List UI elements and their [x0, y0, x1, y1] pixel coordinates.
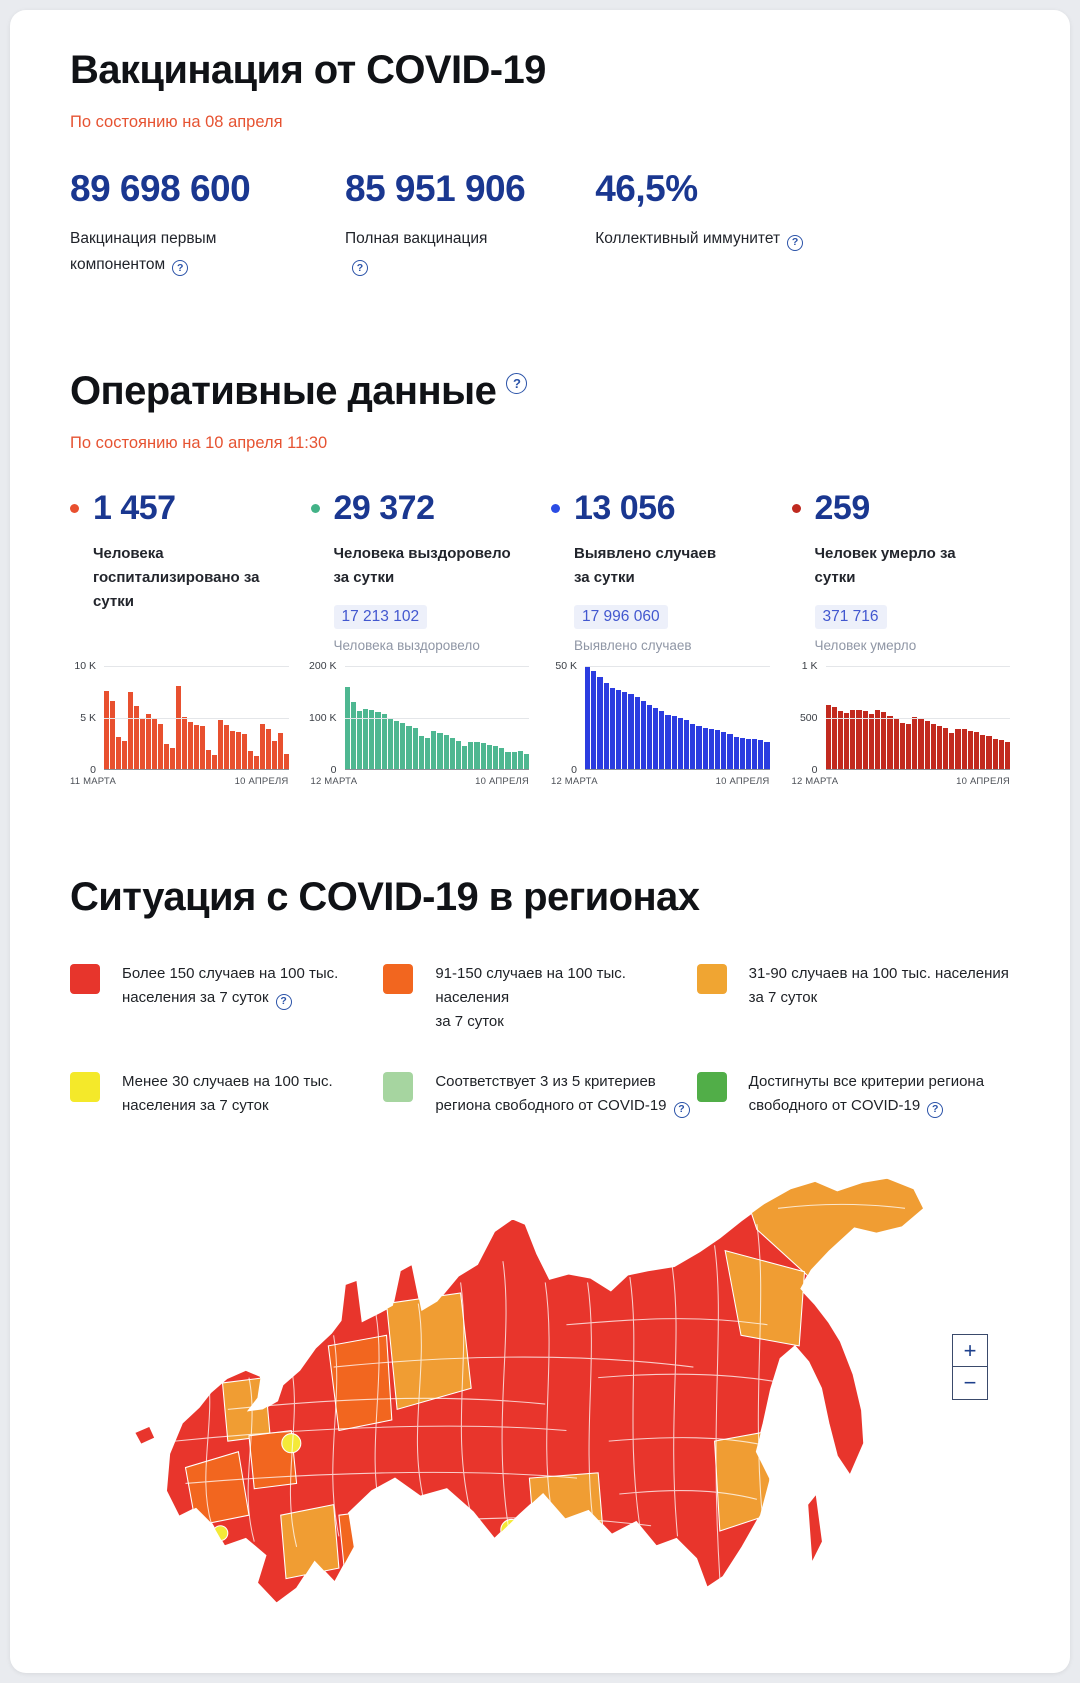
- daily-value: 29 372: [333, 489, 436, 528]
- map-zoom-in-button[interactable]: +: [952, 1334, 988, 1368]
- legend-item-91-150: 91-150 случаев на 100 тыс. населения за …: [383, 962, 696, 1034]
- stat-first-component: 89 698 600 Вакцинация первым компонентом…: [70, 168, 275, 277]
- dashboard-card: Вакцинация от COVID-19 По состоянию на 0…: [10, 10, 1070, 1674]
- chart-bars: [825, 666, 1011, 770]
- chart-plot: [825, 666, 1011, 771]
- bullet-dot: [551, 504, 560, 514]
- chart-plot: [104, 666, 289, 771]
- stat-full-vaccination: 85 951 906 Полная вакцинация?: [345, 168, 526, 277]
- chart-y-axis: 1 K 500 0: [799, 660, 818, 777]
- vaccination-title: Вакцинация от COVID-19: [70, 48, 546, 92]
- help-icon[interactable]: ?: [673, 1101, 690, 1118]
- legend-swatch: [70, 964, 100, 995]
- help-icon[interactable]: ?: [927, 1101, 944, 1118]
- daily-label: Выявлено случаев за сутки: [574, 545, 717, 587]
- daily-value: 1 457: [93, 489, 176, 528]
- map-region-kaliningrad[interactable]: [133, 1425, 156, 1446]
- chart-bars: [344, 666, 530, 770]
- chart-plot: [585, 666, 770, 771]
- operational-title: Оперативные данные?: [70, 369, 1010, 414]
- total-badge: 17 996 060: [574, 605, 668, 630]
- chart-x-axis: 12 МАРТА 10 АПРЕЛЯ: [791, 776, 1010, 788]
- stat-value: 46,5%: [595, 168, 698, 209]
- vaccination-stats: 89 698 600 Вакцинация первым компонентом…: [70, 168, 1010, 277]
- daily-label: Человека госпитализировано за сутки: [93, 545, 260, 611]
- chart-x-axis: 11 МАРТА 10 АПРЕЛЯ: [70, 776, 289, 788]
- help-icon[interactable]: ?: [172, 260, 189, 277]
- total-badge: 17 213 102: [333, 605, 428, 630]
- regions-legend: Более 150 случаев на 100 тыс. населения …: [70, 962, 1010, 1118]
- help-icon[interactable]: ?: [506, 373, 528, 395]
- legend-swatch: [696, 1072, 727, 1103]
- legend-swatch: [383, 1072, 414, 1103]
- chart-plot: [344, 666, 530, 771]
- total-label: Выявлено случаев: [574, 638, 692, 654]
- total-label: Человек умерло: [814, 638, 917, 654]
- legend-swatch: [70, 1072, 100, 1103]
- stat-value: 89 698 600: [70, 168, 251, 209]
- map-zoom-controls: + −: [952, 1334, 988, 1401]
- legend-swatch: [696, 964, 727, 995]
- vaccination-as-of-date: По состоянию на 08 апреля: [70, 113, 283, 131]
- vaccination-section: Вакцинация от COVID-19 По состоянию на 0…: [70, 48, 1010, 277]
- stat-label: Вакцинация первым компонентом?: [70, 226, 275, 277]
- chart-x-axis: 12 МАРТА 10 АПРЕЛЯ: [551, 776, 770, 788]
- legend-item-over-150: Более 150 случаев на 100 тыс. населения …: [70, 962, 383, 1034]
- chart-x-axis: 12 МАРТА 10 АПРЕЛЯ: [310, 776, 529, 788]
- map-zoom-out-button[interactable]: −: [952, 1367, 988, 1401]
- legend-swatch: [383, 964, 414, 995]
- operational-as-of-date: По состоянию на 10 апреля 11:30: [70, 434, 328, 453]
- stat-value: 85 951 906: [345, 168, 526, 209]
- daily-value: 259: [814, 489, 871, 528]
- daily-label: Человек умерло за сутки: [814, 545, 956, 587]
- bullet-dot: [791, 504, 801, 514]
- legend-item-3-of-5-criteria: Соответствует 3 из 5 критериев региона с…: [383, 1070, 696, 1118]
- mini-bar-chart-deaths: 1 K 500 0 12 МАРТА 10 АПРЕЛЯ: [791, 660, 1011, 788]
- russia-map-svg[interactable]: [122, 1166, 958, 1621]
- total-badge: 371 716: [814, 605, 887, 630]
- stat-label: Коллективный иммунитет?: [595, 226, 804, 252]
- legend-item-31-90: 31-90 случаев на 100 тыс. населения за 7…: [696, 962, 1010, 1034]
- chart-bars: [585, 666, 770, 770]
- legend-item-all-criteria: Достигнуты все критерии региона свободно…: [696, 1070, 1010, 1118]
- help-icon[interactable]: ?: [352, 260, 368, 277]
- operational-cards: 1 457 Человека госпитализировано за сутк…: [70, 489, 1011, 788]
- card-detected: 13 056 Выявлено случаев за сутки 17 996 …: [551, 489, 770, 787]
- total-label: Человека выздоровело: [333, 638, 480, 654]
- map-region-sakhalin[interactable]: [807, 1492, 824, 1565]
- chart-bars: [104, 666, 289, 770]
- regions-section: Ситуация с COVID-19 в регионах Более 150…: [70, 875, 1010, 1621]
- operational-section: Оперативные данные? По состоянию на 10 а…: [70, 369, 1011, 788]
- stat-label: Полная вакцинация?: [345, 226, 490, 277]
- stat-collective-immunity: 46,5% Коллективный иммунитет?: [595, 168, 804, 277]
- card-hospitalized: 1 457 Человека госпитализировано за сутк…: [70, 489, 289, 787]
- bullet-dot: [310, 504, 320, 514]
- daily-label: Человека выздоровело за сутки: [333, 545, 511, 587]
- bullet-dot: [70, 504, 79, 514]
- help-icon[interactable]: ?: [275, 993, 292, 1010]
- help-icon[interactable]: ?: [787, 234, 804, 251]
- card-recovered: 29 372 Человека выздоровело за сутки 17 …: [309, 489, 530, 788]
- daily-value: 13 056: [574, 489, 676, 528]
- legend-item-under-30: Менее 30 случаев на 100 тыс. населения з…: [70, 1070, 383, 1118]
- card-deaths: 259 Человек умерло за сутки 371 716 Чело…: [791, 489, 1011, 788]
- regions-title: Ситуация с COVID-19 в регионах: [70, 875, 700, 920]
- russia-map[interactable]: + −: [70, 1166, 1010, 1621]
